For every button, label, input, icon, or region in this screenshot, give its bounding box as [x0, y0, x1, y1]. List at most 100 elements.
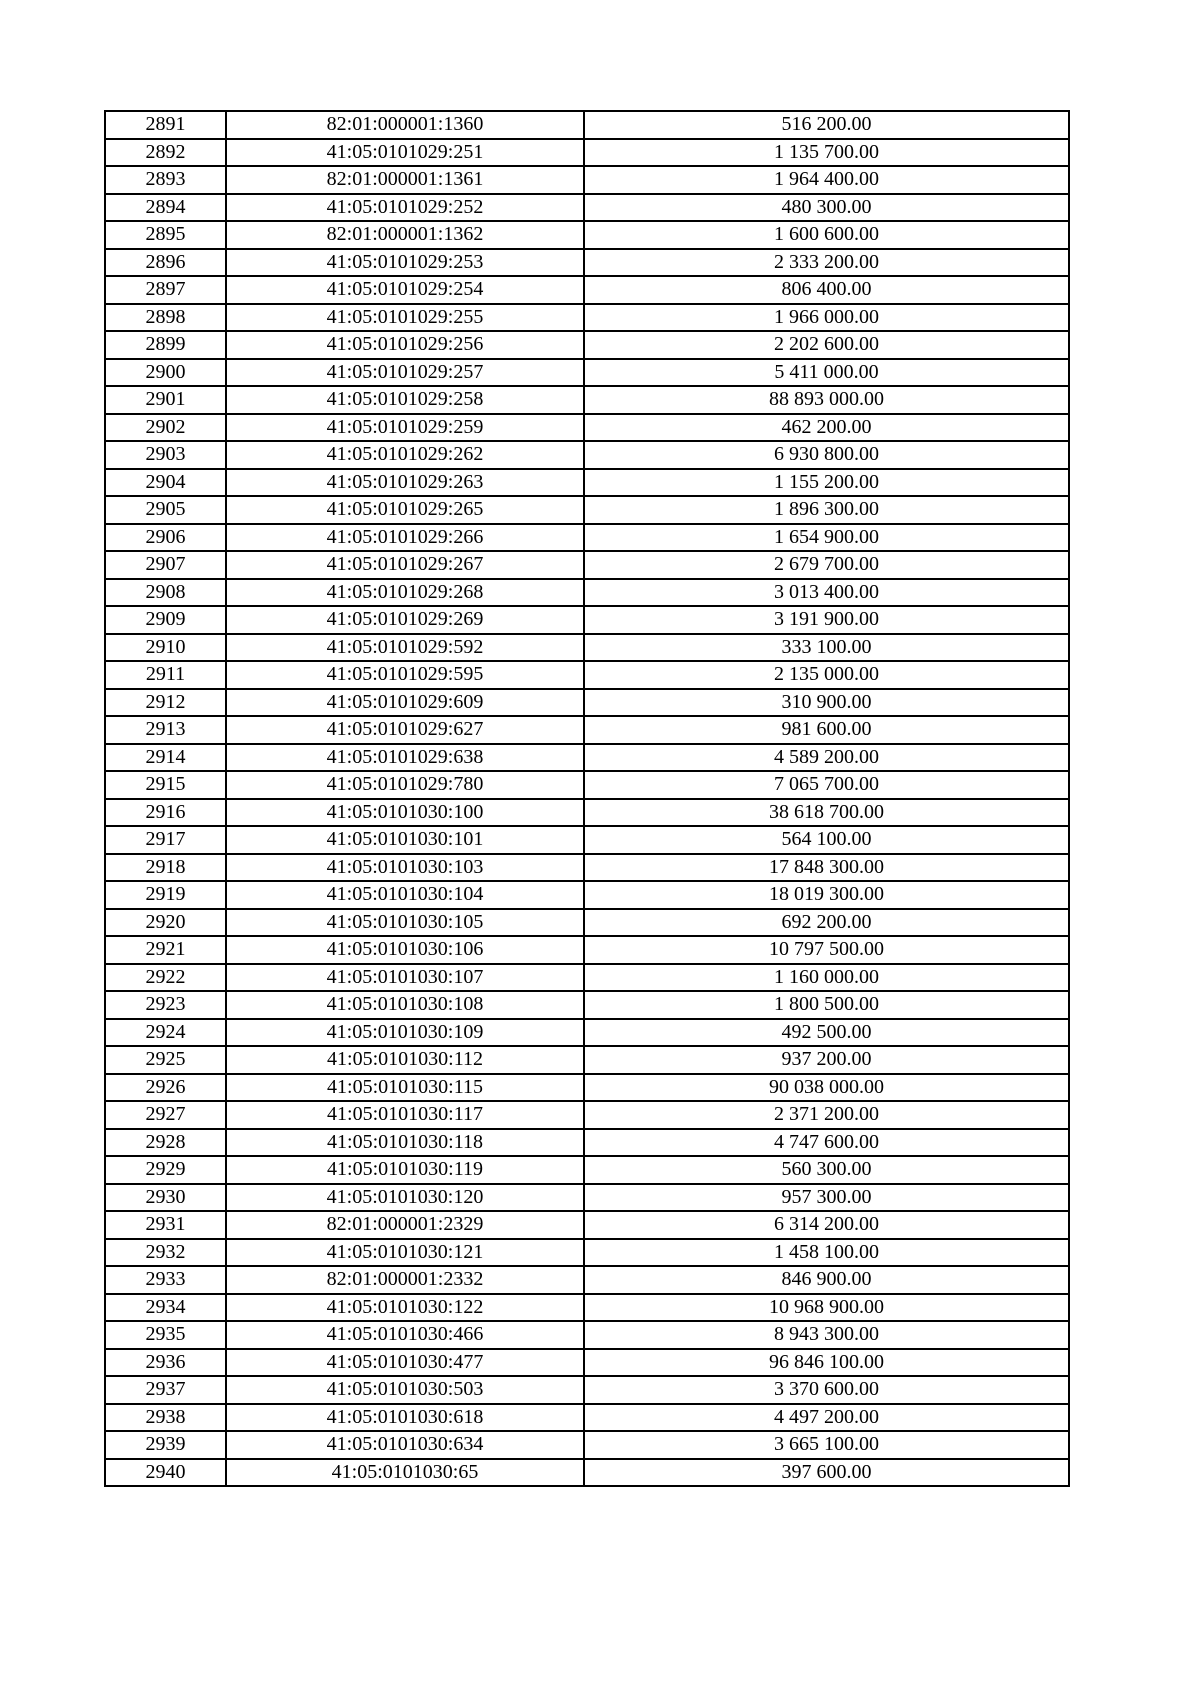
row-number-cell: 2940	[104, 1457, 227, 1487]
table-row: 2929 41:05:0101030:119 560 300.00	[104, 1155, 1070, 1185]
cadastral-number-cell: 41:05:0101030:106	[225, 935, 585, 965]
row-number-cell: 2900	[104, 357, 227, 387]
cadastral-value-cell: 1 966 000.00	[583, 302, 1070, 332]
cadastral-number-cell: 41:05:0101030:105	[225, 907, 585, 937]
cadastral-number-cell: 41:05:0101029:262	[225, 440, 585, 470]
table-row: 2891 82:01:000001:1360 516 200.00	[104, 110, 1070, 140]
table-row: 2936 41:05:0101030:477 96 846 100.00	[104, 1347, 1070, 1377]
row-number-cell: 2920	[104, 907, 227, 937]
table-row: 2905 41:05:0101029:265 1 896 300.00	[104, 495, 1070, 525]
row-number-cell: 2895	[104, 220, 227, 250]
cadastral-number-cell: 41:05:0101030:103	[225, 852, 585, 882]
cadastral-number-cell: 41:05:0101029:253	[225, 247, 585, 277]
cadastral-value-cell: 3 013 400.00	[583, 577, 1070, 607]
cadastral-number-cell: 41:05:0101029:266	[225, 522, 585, 552]
cadastral-number-cell: 41:05:0101030:101	[225, 825, 585, 855]
cadastral-value-cell: 2 202 600.00	[583, 330, 1070, 360]
cadastral-value-cell: 2 135 000.00	[583, 660, 1070, 690]
cadastral-value-cell: 1 800 500.00	[583, 990, 1070, 1020]
table-row: 2922 41:05:0101030:107 1 160 000.00	[104, 962, 1070, 992]
cadastral-number-cell: 41:05:0101030:100	[225, 797, 585, 827]
cadastral-value-cell: 560 300.00	[583, 1155, 1070, 1185]
cadastral-value-cell: 981 600.00	[583, 715, 1070, 745]
cadastral-value-cell: 10 968 900.00	[583, 1292, 1070, 1322]
cadastral-number-cell: 41:05:0101029:627	[225, 715, 585, 745]
cadastral-number-cell: 41:05:0101030:618	[225, 1402, 585, 1432]
table-row: 2926 41:05:0101030:115 90 038 000.00	[104, 1072, 1070, 1102]
row-number-cell: 2909	[104, 605, 227, 635]
table-row: 2928 41:05:0101030:118 4 747 600.00	[104, 1127, 1070, 1157]
row-number-cell: 2926	[104, 1072, 227, 1102]
cadastral-value-cell: 6 930 800.00	[583, 440, 1070, 470]
table-row: 2927 41:05:0101030:117 2 371 200.00	[104, 1100, 1070, 1130]
cadastral-value-cell: 1 458 100.00	[583, 1237, 1070, 1267]
cadastral-number-cell: 41:05:0101029:609	[225, 687, 585, 717]
table-row: 2933 82:01:000001:2332 846 900.00	[104, 1265, 1070, 1295]
cadastral-value-cell: 3 370 600.00	[583, 1375, 1070, 1405]
cadastral-value-cell: 2 679 700.00	[583, 550, 1070, 580]
table-row: 2938 41:05:0101030:618 4 497 200.00	[104, 1402, 1070, 1432]
row-number-cell: 2935	[104, 1320, 227, 1350]
cadastral-value-cell: 564 100.00	[583, 825, 1070, 855]
cadastral-number-cell: 41:05:0101029:592	[225, 632, 585, 662]
table-body: 2891 82:01:000001:1360 516 200.00 2892 41:05…	[104, 110, 1070, 1487]
row-number-cell: 2910	[104, 632, 227, 662]
cadastral-value-cell: 333 100.00	[583, 632, 1070, 662]
row-number-cell: 2912	[104, 687, 227, 717]
row-number-cell: 2896	[104, 247, 227, 277]
cadastral-value-cell: 846 900.00	[583, 1265, 1070, 1295]
cadastral-value-cell: 6 314 200.00	[583, 1210, 1070, 1240]
cadastral-number-cell: 41:05:0101030:117	[225, 1100, 585, 1130]
table-row: 2923 41:05:0101030:108 1 800 500.00	[104, 990, 1070, 1020]
table-row: 2918 41:05:0101030:103 17 848 300.00	[104, 852, 1070, 882]
table-row: 2904 41:05:0101029:263 1 155 200.00	[104, 467, 1070, 497]
cadastral-value-cell: 88 893 000.00	[583, 385, 1070, 415]
cadastral-value-cell: 1 600 600.00	[583, 220, 1070, 250]
cadastral-value-cell: 7 065 700.00	[583, 770, 1070, 800]
cadastral-number-cell: 82:01:000001:1361	[225, 165, 585, 195]
row-number-cell: 2922	[104, 962, 227, 992]
row-number-cell: 2911	[104, 660, 227, 690]
table-row: 2913 41:05:0101029:627 981 600.00	[104, 715, 1070, 745]
cadastral-value-cell: 96 846 100.00	[583, 1347, 1070, 1377]
cadastral-number-cell: 41:05:0101029:269	[225, 605, 585, 635]
cadastral-value-cell: 692 200.00	[583, 907, 1070, 937]
cadastral-number-cell: 82:01:000001:2332	[225, 1265, 585, 1295]
cadastral-value-cell: 2 333 200.00	[583, 247, 1070, 277]
cadastral-value-cell: 8 943 300.00	[583, 1320, 1070, 1350]
table-row: 2934 41:05:0101030:122 10 968 900.00	[104, 1292, 1070, 1322]
row-number-cell: 2937	[104, 1375, 227, 1405]
cadastral-value-cell: 4 497 200.00	[583, 1402, 1070, 1432]
row-number-cell: 2931	[104, 1210, 227, 1240]
table-row: 2921 41:05:0101030:106 10 797 500.00	[104, 935, 1070, 965]
row-number-cell: 2906	[104, 522, 227, 552]
table-row: 2924 41:05:0101030:109 492 500.00	[104, 1017, 1070, 1047]
cadastral-value-cell: 1 654 900.00	[583, 522, 1070, 552]
table-row: 2894 41:05:0101029:252 480 300.00	[104, 192, 1070, 222]
table-row: 2898 41:05:0101029:255 1 966 000.00	[104, 302, 1070, 332]
row-number-cell: 2914	[104, 742, 227, 772]
cadastral-number-cell: 82:01:000001:1360	[225, 110, 585, 140]
cadastral-number-cell: 82:01:000001:2329	[225, 1210, 585, 1240]
cadastral-value-cell: 17 848 300.00	[583, 852, 1070, 882]
table-row: 2896 41:05:0101029:253 2 333 200.00	[104, 247, 1070, 277]
cadastral-number-cell: 41:05:0101029:263	[225, 467, 585, 497]
cadastral-value-cell: 1 896 300.00	[583, 495, 1070, 525]
row-number-cell: 2919	[104, 880, 227, 910]
row-number-cell: 2929	[104, 1155, 227, 1185]
table-row: 2910 41:05:0101029:592 333 100.00	[104, 632, 1070, 662]
cadastral-value-cell: 492 500.00	[583, 1017, 1070, 1047]
row-number-cell: 2916	[104, 797, 227, 827]
cadastral-number-cell: 41:05:0101029:595	[225, 660, 585, 690]
cadastral-value-cell: 4 747 600.00	[583, 1127, 1070, 1157]
table-row: 2916 41:05:0101030:100 38 618 700.00	[104, 797, 1070, 827]
row-number-cell: 2899	[104, 330, 227, 360]
cadastral-number-cell: 41:05:0101030:109	[225, 1017, 585, 1047]
table-row: 2940 41:05:0101030:65 397 600.00	[104, 1457, 1070, 1487]
cadastral-number-cell: 41:05:0101030:107	[225, 962, 585, 992]
table-row: 2925 41:05:0101030:112 937 200.00	[104, 1045, 1070, 1075]
cadastral-number-cell: 41:05:0101030:104	[225, 880, 585, 910]
row-number-cell: 2933	[104, 1265, 227, 1295]
cadastral-value-cell: 5 411 000.00	[583, 357, 1070, 387]
table-row: 2937 41:05:0101030:503 3 370 600.00	[104, 1375, 1070, 1405]
